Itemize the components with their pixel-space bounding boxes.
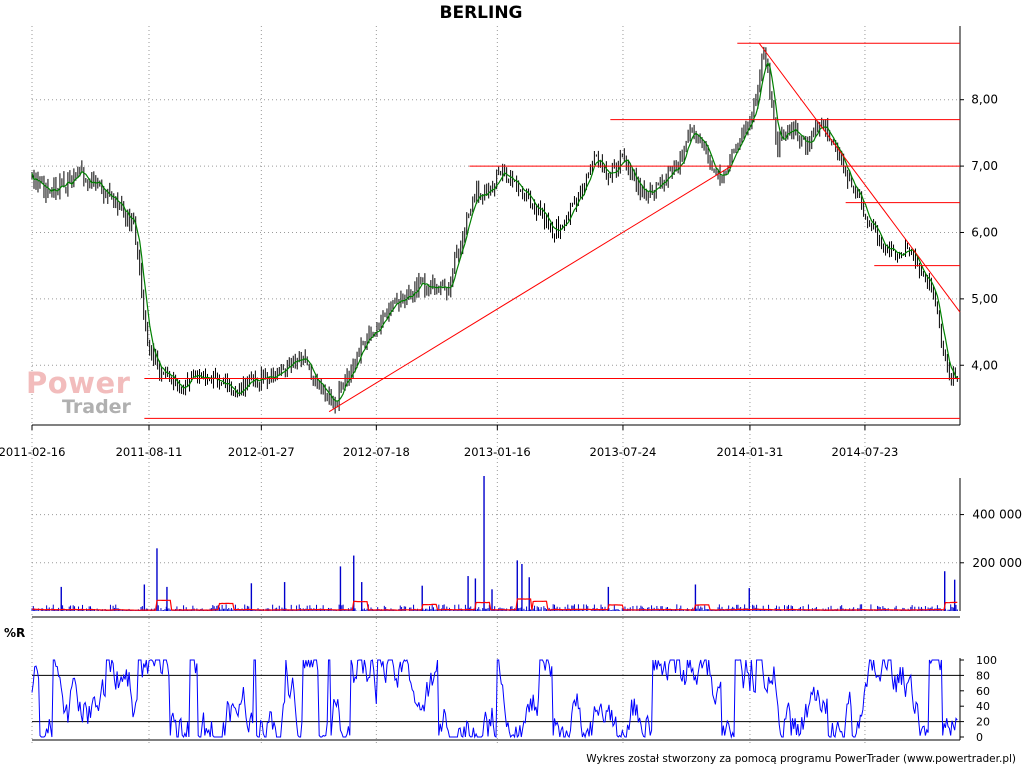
price-y-tick-label: 6,00 [971, 225, 998, 239]
chart-title: BERLING [440, 3, 523, 23]
x-tick-label: 2012-07-18 [343, 445, 410, 459]
x-tick-label: 2011-08-11 [116, 445, 183, 459]
williams-r-title: %R [4, 626, 25, 640]
footer-credit: Wykres został stworzony za pomocą progra… [586, 753, 1016, 765]
price-y-tick-label: 8,00 [971, 93, 998, 107]
vertical-grid [31, 26, 960, 744]
price-y-tick-label: 4,00 [971, 358, 998, 372]
volume-bars-group [31, 476, 958, 611]
moving-average-line [31, 61, 958, 402]
williams-r-line [31, 659, 958, 739]
williams-r-y-tick-label: 60 [976, 685, 990, 698]
x-tick-label: 2011-02-16 [0, 445, 65, 459]
williams-r-y-tick-label: 40 [976, 700, 990, 713]
volume-average-line [32, 598, 958, 611]
volume-y-tick-label: 400 000 [972, 508, 1022, 522]
price-y-tick-label: 7,00 [971, 159, 998, 173]
falling-trend-line [758, 42, 961, 313]
x-tick-label: 2014-07-23 [832, 445, 899, 459]
williams-r-y-tick-label: 80 [976, 669, 990, 682]
price-y-tick-label: 5,00 [971, 292, 998, 306]
williams-r-y-tick-label: 0 [976, 731, 983, 744]
volume-y-tick-label: 200 000 [972, 556, 1022, 570]
rising-trend-line [328, 165, 732, 413]
x-tick-label: 2013-07-24 [590, 445, 657, 459]
price-bars-group [31, 46, 958, 414]
williams-r-y-tick-label: 100 [976, 654, 997, 667]
x-tick-label: 2014-01-31 [717, 445, 784, 459]
x-tick-label: 2013-01-16 [464, 445, 531, 459]
x-tick-label: 2012-01-27 [228, 445, 295, 459]
williams-r-y-tick-label: 20 [976, 716, 990, 729]
